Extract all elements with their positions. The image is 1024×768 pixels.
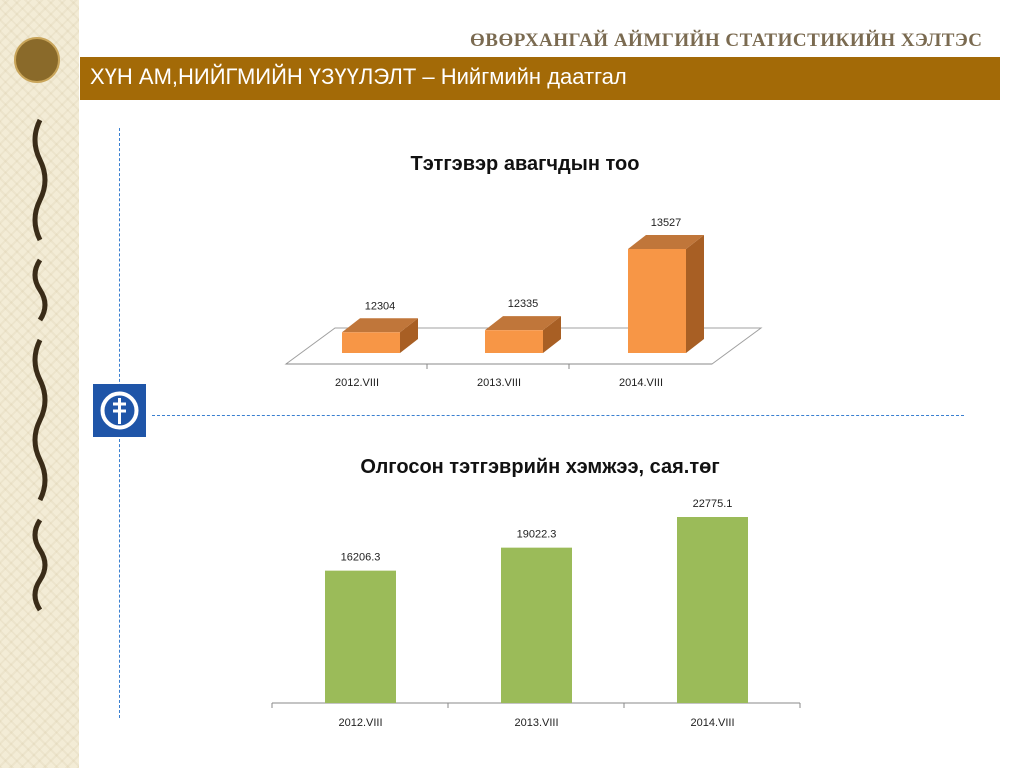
chart2-category-label-0: 2012.VIII [338, 717, 382, 729]
chart2-category-label-2: 2014.VIII [690, 717, 734, 729]
chart1-bar-1 [485, 316, 561, 353]
social-insurance-badge [93, 384, 146, 437]
chart1-category-label-0: 2012.VIII [335, 377, 379, 389]
chart1-category-label-1: 2013.VIII [477, 377, 521, 389]
chart2-bar-2 [677, 517, 748, 703]
chart1-data-label-2: 13527 [651, 217, 682, 229]
chart2-data-label-0: 16206.3 [341, 552, 381, 564]
chart1-data-label-1: 12335 [508, 298, 539, 310]
sidebar-decoration [0, 0, 79, 768]
org-title: ӨВӨРХАНГАЙ АЙМГИЙН СТАТИСТИКИЙН ХЭЛТЭС [470, 30, 983, 51]
chart1-title: Тэтгэвэр авагчдын тоо [410, 153, 640, 175]
chart2-bar-1 [501, 547, 572, 703]
mongol-script-decoration [32, 118, 48, 612]
chart2-category-label-1: 2013.VIII [514, 717, 558, 729]
chart2-data-label-2: 22775.1 [693, 498, 733, 510]
statistics-logo-icon [14, 37, 60, 83]
header-bar [80, 57, 1000, 100]
pension-icon [100, 391, 139, 430]
chart1-category-label-2: 2014.VIII [619, 377, 663, 389]
chart2-data-label-1: 19022.3 [517, 529, 557, 541]
chart1-bar-0 [342, 318, 418, 353]
chart1-data-label-0: 12304 [365, 300, 396, 312]
chart2-title: Олгосон тэтгэврийн хэмжээ, сая.төг [360, 456, 720, 478]
chart2-bar-0 [325, 570, 396, 703]
page-title: ХҮН АМ,НИЙГМИЙН ҮЗҮҮЛЭЛТ – Нийгмийн даат… [90, 64, 627, 89]
horizontal-divider [152, 415, 964, 416]
chart1-bar-2 [628, 235, 704, 353]
